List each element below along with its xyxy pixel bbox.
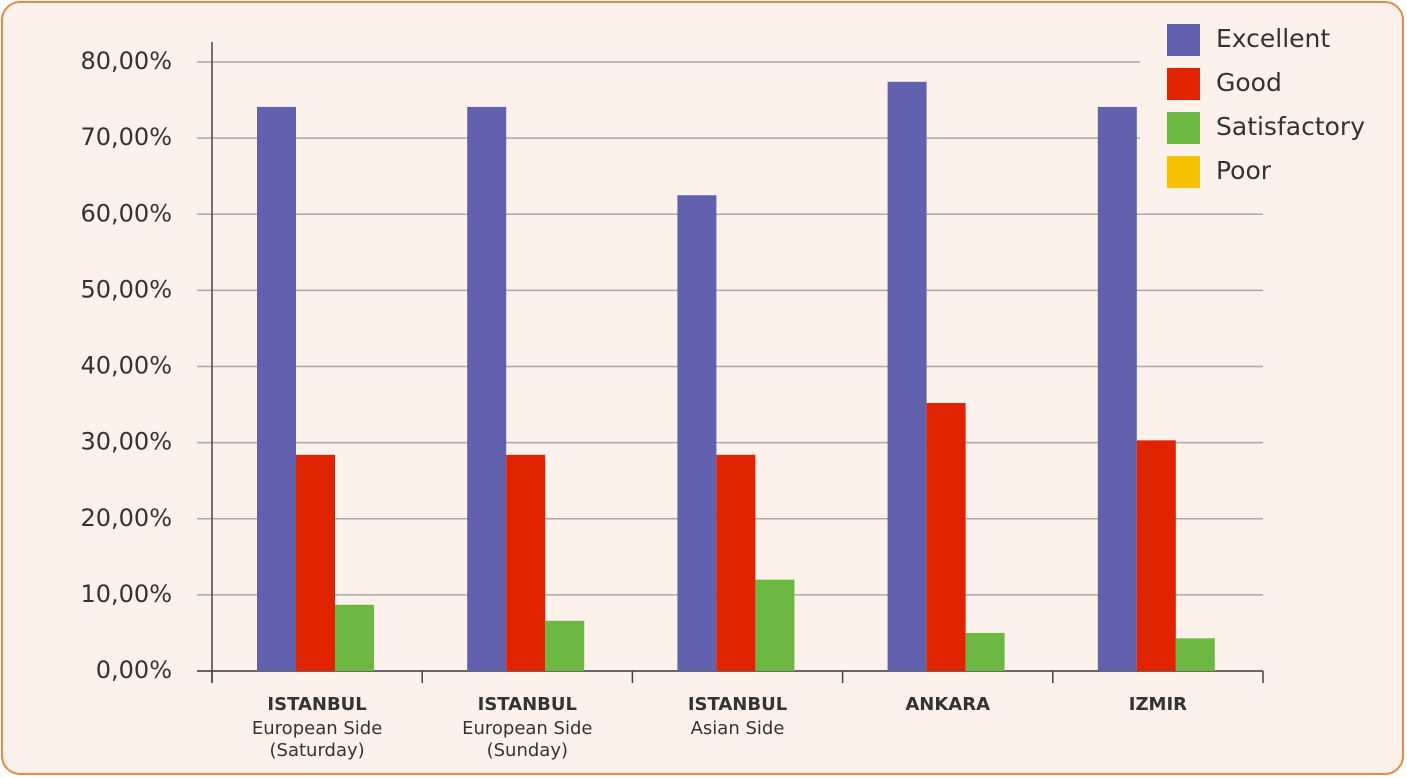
x-tick-sublabel: (Saturday)	[270, 740, 365, 761]
y-tick-label: 0,00%	[96, 656, 172, 684]
legend-swatch	[1167, 68, 1200, 100]
x-tick-sublabel: European Side	[252, 718, 382, 739]
x-tick-sublabel: (Sunday)	[487, 740, 568, 761]
bar	[1097, 106, 1137, 671]
bar	[467, 106, 507, 671]
y-tick-label: 20,00%	[80, 504, 172, 532]
bar	[926, 403, 966, 671]
x-tick-label: ISTANBUL	[688, 694, 787, 715]
bar	[545, 620, 585, 671]
y-tick-label: 10,00%	[80, 580, 172, 608]
x-tick-label: IZMIR	[1129, 694, 1187, 715]
bar	[335, 604, 374, 671]
y-tick-label: 30,00%	[80, 428, 172, 456]
bar	[506, 454, 546, 671]
bar	[1175, 638, 1215, 671]
legend-label: Poor	[1216, 156, 1272, 185]
bar	[296, 454, 335, 671]
bar	[257, 106, 296, 671]
bar	[716, 454, 756, 671]
legend-label: Good	[1216, 68, 1282, 97]
x-tick-sublabel: Asian Side	[691, 718, 785, 739]
bar	[755, 579, 795, 671]
legend-swatch	[1167, 24, 1200, 56]
y-tick-label: 50,00%	[80, 275, 172, 303]
legend-label: Satisfactory	[1216, 112, 1365, 141]
bar	[1136, 440, 1176, 671]
bar	[677, 195, 717, 671]
y-tick-label: 80,00%	[80, 47, 172, 75]
x-tick-label: ANKARA	[905, 694, 990, 715]
legend-swatch	[1167, 112, 1200, 144]
x-tick-label: ISTANBUL	[267, 694, 366, 715]
legend-swatch	[1167, 156, 1200, 188]
bar	[965, 632, 1005, 671]
bar	[887, 81, 927, 672]
y-tick-label: 70,00%	[80, 123, 172, 151]
y-tick-label: 60,00%	[80, 199, 172, 227]
x-tick-sublabel: European Side	[462, 718, 592, 739]
x-tick-label: ISTANBUL	[478, 694, 577, 715]
legend-label: Excellent	[1216, 24, 1330, 53]
y-tick-label: 40,00%	[80, 352, 172, 380]
